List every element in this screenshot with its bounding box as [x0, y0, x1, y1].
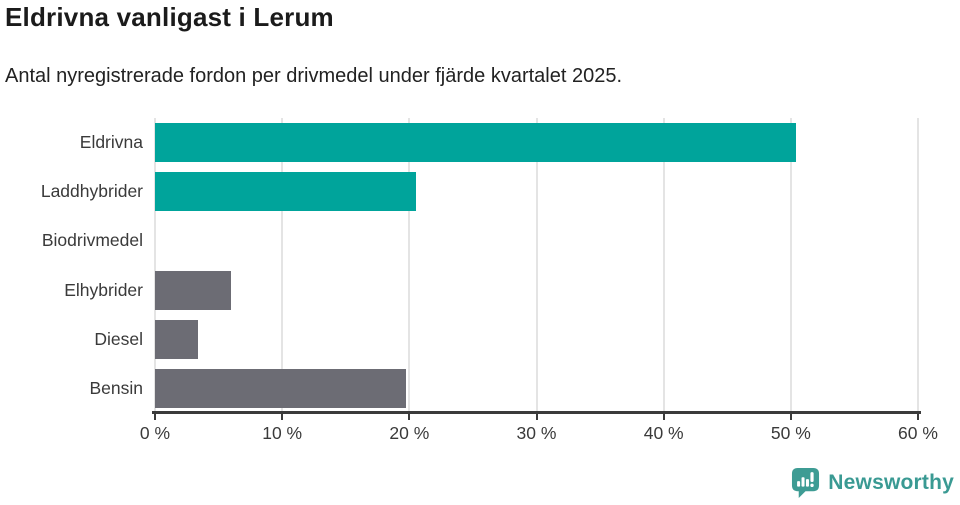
bar-bensin	[155, 368, 406, 408]
gridline-60	[917, 118, 919, 413]
x-axis-tick-20	[408, 414, 411, 420]
x-axis-line	[152, 411, 921, 414]
bar-laddhybrider	[155, 172, 416, 212]
x-axis-tick-label-60: 60 %	[898, 423, 938, 443]
gridline-0	[154, 118, 156, 413]
plot-area	[154, 118, 919, 413]
y-axis-label-laddhybrider: Laddhybrider	[40, 181, 143, 202]
y-axis-label-elhybrider: Elhybrider	[64, 279, 143, 300]
chart-subtitle: Antal nyregistrerade fordon per drivmede…	[5, 65, 623, 87]
x-axis-tick-50	[789, 414, 792, 420]
gridline-10	[281, 118, 284, 413]
y-axis-label-eldrivna: Eldrivna	[79, 132, 143, 153]
newsworthy-logo[interactable]: Newsworthy	[791, 467, 954, 499]
bar-diesel	[155, 319, 199, 359]
x-axis-tick-60	[917, 414, 919, 420]
x-axis-tick-label-20: 20 %	[389, 423, 430, 443]
x-axis-tick-label-10: 10 %	[262, 423, 303, 443]
bar-elhybrider	[155, 270, 232, 310]
gridline-40	[662, 118, 665, 413]
gridline-30	[535, 118, 538, 413]
x-axis-tick-label-0: 0 %	[139, 423, 171, 443]
x-axis-tick-label-50: 50 %	[770, 423, 811, 443]
x-axis-tick-label-30: 30 %	[516, 423, 557, 443]
x-axis-tick-30	[535, 414, 538, 420]
bar-eldrivna	[155, 123, 796, 163]
gridline-20	[408, 118, 411, 413]
x-axis-tick-0	[154, 414, 156, 420]
y-axis-label-bensin: Bensin	[89, 377, 143, 398]
x-axis-tick-label-40: 40 %	[643, 423, 684, 443]
y-axis-label-diesel: Diesel	[94, 328, 143, 349]
newsworthy-logo-icon	[792, 468, 820, 498]
y-axis-label-biodrivmedel: Biodrivmedel	[41, 230, 143, 251]
x-axis-tick-10	[281, 414, 284, 420]
y-axis-labels: Eldrivna Laddhybrider Biodrivmedel Elhybrid…	[0, 118, 143, 413]
newsworthy-logo-text: Newsworthy	[828, 471, 954, 494]
gridline-50	[789, 118, 792, 413]
x-axis-tick-40	[662, 414, 665, 420]
chart-title: Eldrivna vanligast i Lerum	[5, 2, 334, 32]
